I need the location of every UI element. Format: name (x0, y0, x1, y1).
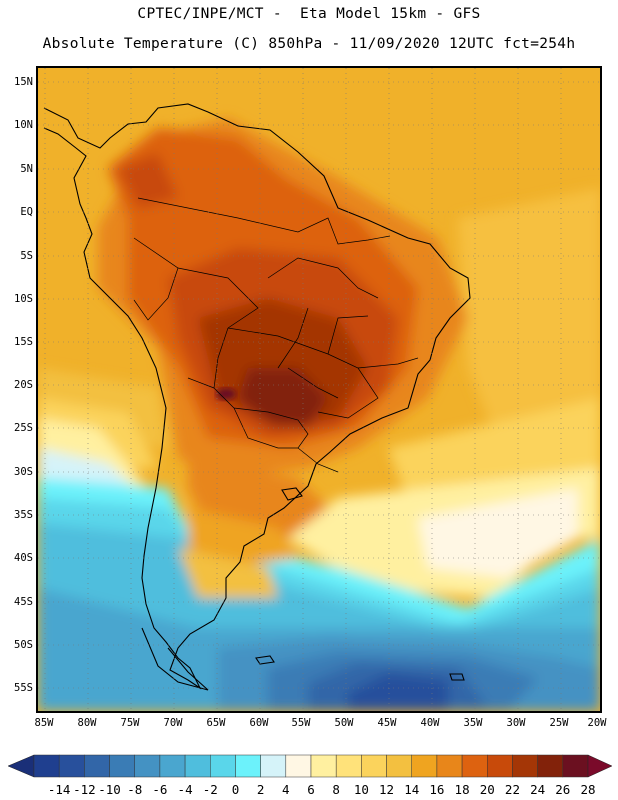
colorbar-label: -14 (47, 782, 71, 797)
lat-label: 55S (14, 682, 33, 694)
colorbar-label: 18 (454, 782, 470, 797)
lat-label: 50S (14, 639, 33, 651)
temperature-map (36, 66, 602, 713)
colorbar-label: 28 (580, 782, 596, 797)
colorbar-label: -8 (127, 782, 143, 797)
colorbar-under-arrow (7, 754, 35, 778)
colorbar-cell (84, 754, 110, 778)
colorbar-over-arrow (587, 754, 613, 778)
colorbar-cell (537, 754, 564, 778)
lon-label: 20W (587, 717, 607, 729)
colorbar-label: 0 (231, 782, 240, 797)
colorbar-cell (184, 754, 211, 778)
colorbar-label: -10 (98, 782, 121, 797)
colorbar-cell (461, 754, 488, 778)
lon-label: 65W (206, 717, 226, 729)
colorbar-cell (134, 754, 161, 778)
colorbar-label: 8 (332, 782, 340, 797)
lon-label: 55W (291, 717, 311, 729)
lat-label: 5N (20, 163, 33, 175)
colorbar-label: 6 (307, 782, 315, 797)
colorbar-label: -2 (202, 782, 218, 797)
lat-label: 5S (20, 250, 33, 262)
colorbar-cell (335, 754, 362, 778)
colorbar-cell (361, 754, 387, 778)
colorbar-cell (210, 754, 236, 778)
lon-label: 80W (77, 717, 97, 729)
temperature-field (38, 68, 600, 711)
colorbar-label: 24 (530, 782, 546, 797)
colorbar-cell (285, 754, 312, 778)
colorbar (7, 754, 613, 778)
colorbar-label: 20 (479, 782, 495, 797)
lon-label: 60W (249, 717, 269, 729)
lon-label: 45W (377, 717, 397, 729)
colorbar-cell (159, 754, 186, 778)
colorbar-cell (487, 754, 513, 778)
colorbar-label: 22 (504, 782, 520, 797)
lon-label: 85W (34, 717, 54, 729)
colorbar-cell (562, 754, 589, 778)
lon-label: 70W (163, 717, 183, 729)
lat-label: 10S (14, 293, 33, 305)
colorbar-cell (58, 754, 85, 778)
lat-label: 25S (14, 422, 33, 434)
lon-label: 50W (334, 717, 354, 729)
lon-label: 25W (549, 717, 569, 729)
title-line-2: Absolute Temperature (C) 850hPa - 11/09/… (42, 36, 576, 52)
lat-label: 45S (14, 596, 33, 608)
colorbar-label: 16 (429, 782, 445, 797)
colorbar-cell (310, 754, 337, 778)
colorbar-label: -12 (73, 782, 96, 797)
colorbar-cell (411, 754, 438, 778)
lat-label: 10N (14, 119, 33, 131)
colorbar-cell (386, 754, 412, 778)
colorbar-cell (33, 754, 60, 778)
colorbar-cell (512, 754, 538, 778)
colorbar-label: 14 (404, 782, 420, 797)
colorbar-label: -4 (177, 782, 193, 797)
lat-label: 15N (14, 76, 33, 88)
lon-label: 35W (463, 717, 483, 729)
lat-label: 30S (14, 466, 33, 478)
lat-label: 35S (14, 509, 33, 521)
colorbar-cell (260, 754, 287, 778)
lat-label: 40S (14, 552, 33, 564)
colorbar-label: 4 (282, 782, 290, 797)
lat-label: 15S (14, 336, 33, 348)
colorbar-label: -6 (152, 782, 168, 797)
colorbar-label: 12 (379, 782, 395, 797)
colorbar-label: 26 (555, 782, 571, 797)
colorbar-label: 10 (353, 782, 369, 797)
lon-label: 30W (506, 717, 526, 729)
lat-label: EQ (20, 206, 33, 218)
lon-label: 75W (120, 717, 140, 729)
lat-label: 20S (14, 379, 33, 391)
colorbar-cell (109, 754, 135, 778)
colorbar-label: 2 (256, 782, 265, 797)
colorbar-cell (235, 754, 261, 778)
lon-label: 40W (420, 717, 440, 729)
colorbar-cell (436, 754, 463, 778)
title-line-1: CPTEC/INPE/MCT - Eta Model 15km - GFS (137, 6, 481, 22)
